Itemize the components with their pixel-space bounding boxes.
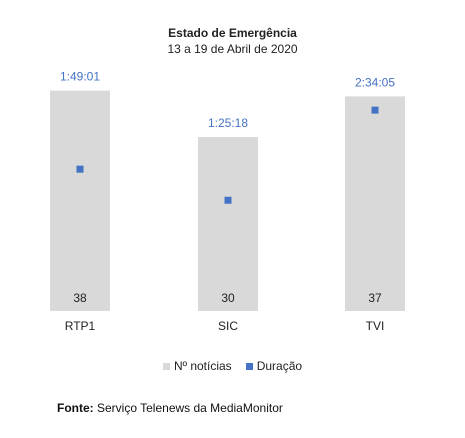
duration-label-tvi: 2:34:05	[355, 75, 395, 89]
bar-value-label-tvi: 37	[368, 291, 382, 305]
chart-title-block: Estado de Emergência 13 a 19 de Abril de…	[0, 26, 465, 57]
bar-value-label-sic: 30	[221, 291, 235, 305]
bars-layer	[50, 90, 405, 312]
markers-layer	[76, 106, 379, 204]
legend-swatch-noticias	[162, 362, 170, 370]
source-text: Serviço Telenews da MediaMonitor	[97, 401, 283, 415]
source-note: Fonte: Serviço Telenews da MediaMonitor	[57, 401, 283, 416]
legend-item-noticias: Nº notícias	[162, 359, 232, 373]
legend-item-duracao: Duração	[245, 359, 303, 373]
duration-marker-tvi	[371, 106, 379, 114]
duration-label-sic: 1:25:18	[208, 116, 248, 130]
category-label-sic: SIC	[218, 319, 238, 333]
category-label-rtp1: RTP1	[65, 319, 96, 333]
bar-rtp1	[50, 90, 110, 311]
legend-swatch-duracao	[245, 362, 253, 370]
bar-sic	[198, 137, 258, 311]
duration-marker-rtp1	[76, 165, 84, 173]
duration-marker-sic	[224, 196, 232, 204]
bar-value-label-rtp1: 38	[73, 291, 87, 305]
duration-label-rtp1: 1:49:01	[60, 70, 100, 84]
labels-layer: 38 1:49:01 RTP1 30 1:25:18 SIC 37 2:34:05 TVI	[60, 70, 395, 333]
legend-label-duracao: Duração	[256, 359, 303, 373]
category-label-tvi: TVI	[366, 319, 385, 333]
legend-label-noticias: Nº notícias	[173, 359, 232, 373]
chart-subtitle: 13 a 19 de Abril de 2020	[167, 42, 298, 56]
source-label: Fonte:	[57, 401, 94, 415]
chart-title: Estado de Emergência	[168, 26, 297, 40]
bar-tvi	[345, 96, 405, 312]
legend: Nº notícias Duração	[0, 359, 465, 373]
